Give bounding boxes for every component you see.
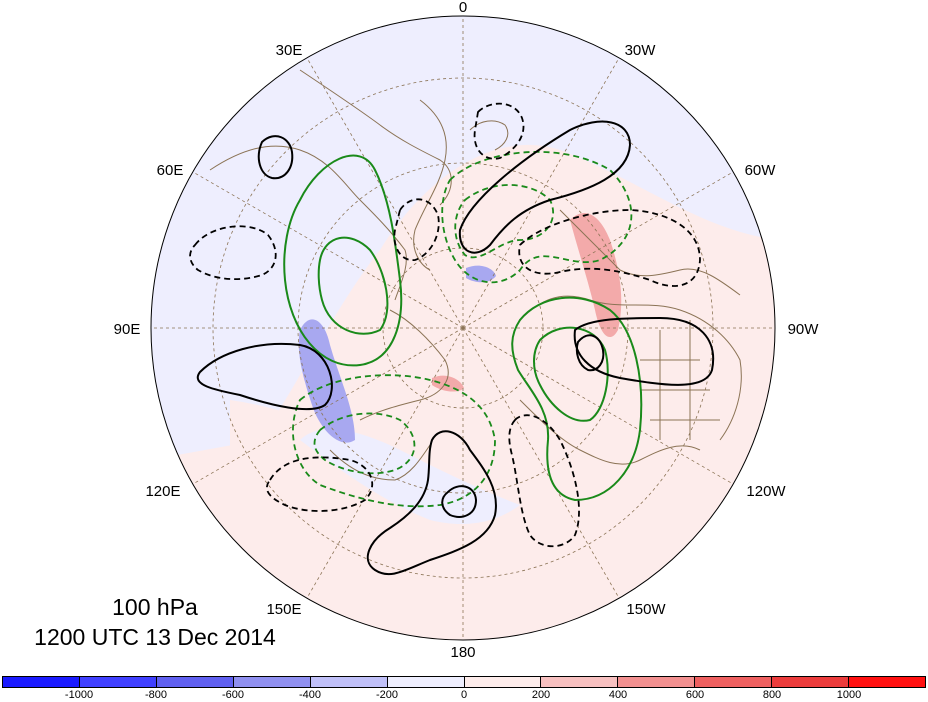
lon-label-90w: 90W [788,321,820,338]
colorbar-swatch [618,676,696,688]
negative-field-lower [300,429,520,525]
lon-label-150w: 150W [626,601,666,618]
lon-label-30e: 30E [276,42,303,59]
lon-label-0: 0 [459,0,467,16]
map-disk [151,16,775,640]
valid-time-label: 1200 UTC 13 Dec 2014 [34,624,276,650]
black-solid-contour-pacific [366,430,497,576]
black-dashed-contours [189,102,701,548]
lon-label-30w: 30W [625,42,657,59]
green-solid-contour-europe [283,154,403,367]
lon-label-90e: 90E [114,321,141,338]
colorbar-swatch [233,676,311,688]
lon-label-120e: 120E [145,483,180,500]
black-solid-contour-scandinavia [257,135,294,180]
longitude-labels: 0 30W 60W 90W 120W 150W 180 150E 120E 90… [114,0,820,661]
black-solid-contour-canada [573,316,715,386]
colorbar-tick-label: 200 [531,689,551,701]
black-dashed-contour-eastsib [265,456,374,512]
colorbar-swatch [464,676,542,688]
colorbar-tick-label: 600 [685,689,705,701]
black-solid-contour-siberia [196,342,333,411]
green-dashed-contour-siberia [292,374,496,508]
black-dashed-contour-baltic [393,198,440,261]
positive-shade-hudson [570,212,622,338]
green-solid-contour-america [511,296,643,502]
black-solid-contour-pacific-inner [441,485,478,518]
black-dashed-contour-labrador [518,209,701,287]
pressure-level-label: 100 hPa [112,594,198,620]
colorbar [2,676,927,688]
green-solid-contour-europe-inner [317,236,389,335]
colorbar-swatch [695,676,773,688]
colorbar-tick-label: -800 [144,689,168,701]
colorbar-swatch [310,676,388,688]
black-contours [196,120,715,576]
colorbar-tick-label: 800 [762,689,782,701]
green-dashed-contour-pole [441,150,633,284]
colorbar-tick-label: 400 [608,689,628,701]
lon-label-60e: 60E [157,162,184,179]
positive-shade-arctic [432,375,464,392]
colorbar-tick-label: 0 [460,689,468,701]
graticule [151,16,775,640]
colorbar-tick-label: -600 [221,689,245,701]
lon-label-120w: 120W [746,483,786,500]
black-solid-contour-greenland [458,120,632,254]
colorbar-tick-label: -400 [298,689,322,701]
colorbar-swatch [849,676,927,688]
lon-label-180: 180 [450,644,475,661]
colorbar-swatch [2,676,80,688]
colorbar-swatch [79,676,157,688]
colorbar-swatch [772,676,850,688]
green-solid-contour-america-inner [533,326,609,422]
colorbar-swatch [156,676,234,688]
black-dashed-contour-urals [189,225,277,280]
colorbar-swatch [541,676,619,688]
black-solid-contour-canada-inner [575,334,605,372]
green-dashed-contours [292,150,633,508]
green-contours [283,154,643,502]
green-dashed-contour-pole-inner [454,184,555,259]
colorbar-tick-label: -1000 [64,689,94,701]
colorbar-swatch [387,676,465,688]
lon-label-60w: 60W [745,162,777,179]
lon-label-150e: 150E [266,601,301,618]
map-boundary [150,15,776,641]
colorbar-tick-label: 1000 [836,689,862,701]
colorbar-tick-label: -200 [375,689,399,701]
